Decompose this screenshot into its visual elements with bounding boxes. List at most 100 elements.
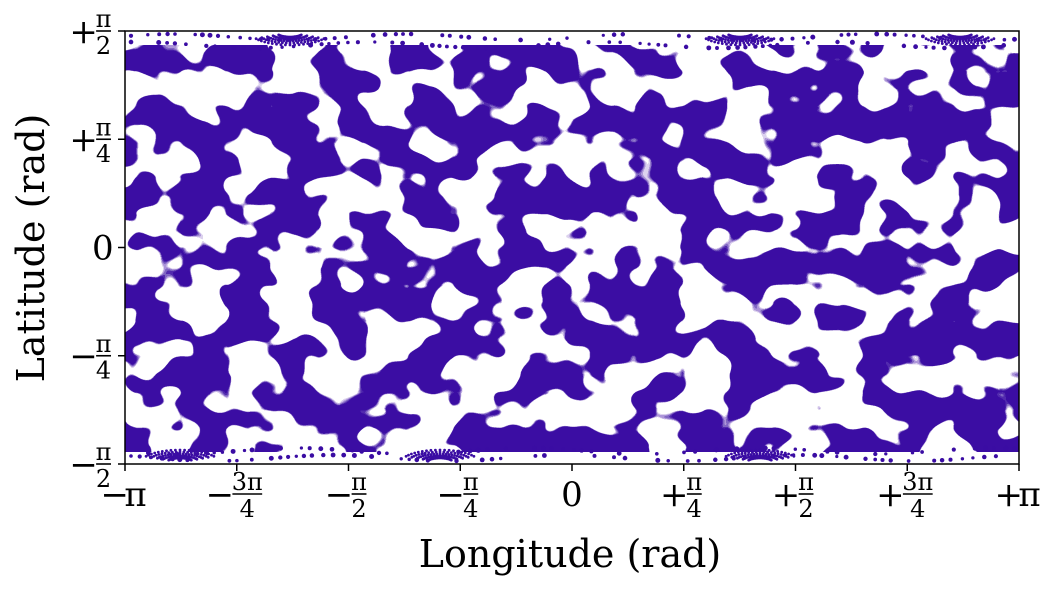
y-tick-numerator: π (96, 113, 112, 141)
x-tick-denominator: 4 (463, 495, 478, 523)
x-tick-label-8: +π (995, 475, 1041, 515)
polar-dot (262, 37, 266, 41)
polar-dot (704, 37, 708, 41)
polar-dot (185, 455, 189, 458)
polar-dot (1002, 37, 1007, 42)
polar-dot (873, 457, 878, 462)
polar-dot (931, 45, 936, 50)
x-tick-numerator: π (463, 468, 479, 496)
polar-dot (913, 44, 918, 50)
polar-dot (983, 445, 989, 451)
y-tick-label-3: −π4 (69, 330, 111, 385)
polar-dot (958, 37, 962, 41)
polar-dot (309, 453, 315, 458)
polar-dot (408, 31, 414, 37)
polar-dot (776, 452, 780, 456)
polar-dot (449, 451, 453, 454)
polar-dot (438, 448, 442, 452)
polar-dot (446, 450, 449, 454)
polar-dot (975, 37, 979, 41)
polar-dot (786, 455, 790, 459)
polar-dot (299, 33, 303, 37)
y-axis-label: Latitude (rad) (9, 114, 53, 383)
polar-dot (296, 41, 299, 45)
polar-dot (723, 456, 729, 462)
polar-dot (793, 447, 798, 451)
polar-dot (193, 32, 197, 37)
polar-dot (973, 40, 977, 44)
polar-dot (685, 459, 690, 463)
polar-dot (770, 38, 773, 42)
polar-dot (783, 451, 787, 455)
polar-dot (954, 37, 957, 41)
polar-dot (257, 38, 260, 42)
polar-dot (426, 453, 430, 457)
polar-dot (400, 40, 405, 46)
polar-dot (951, 41, 954, 45)
polar-dot (329, 446, 335, 452)
polar-dot (712, 37, 716, 41)
polar-dot (165, 449, 168, 453)
polar-dot (276, 38, 280, 42)
polar-dot (952, 39, 956, 43)
y-tick-label-2: 0 (92, 228, 114, 268)
polar-dot (924, 45, 928, 49)
polar-dot (192, 449, 195, 453)
polar-dot (282, 39, 286, 43)
polar-dot (288, 43, 292, 47)
polar-dot (532, 445, 537, 451)
polar-dot (972, 42, 975, 46)
polar-dot (420, 452, 424, 456)
polar-dot (183, 448, 187, 452)
polar-dot (425, 449, 428, 453)
polar-dot (1012, 446, 1017, 451)
polar-dot (302, 42, 305, 46)
polar-dot (940, 39, 944, 43)
polar-dot (749, 448, 753, 452)
x-tick-label-7: +3π4 (876, 468, 933, 523)
polar-dot (734, 43, 737, 47)
polar-dot (146, 33, 150, 37)
polar-dot (466, 455, 470, 459)
polar-dot (417, 453, 421, 456)
polar-dot (697, 458, 701, 463)
polar-dot (460, 450, 464, 454)
polar-dot (745, 449, 748, 453)
polar-dot (414, 453, 418, 457)
polar-dot (846, 32, 851, 37)
polar-dot (755, 34, 759, 38)
polar-dot (286, 454, 291, 459)
polar-dot (431, 455, 435, 458)
polar-dot (260, 39, 263, 43)
polar-dot (738, 41, 742, 45)
polar-dot (707, 38, 710, 42)
polar-dot (724, 38, 727, 41)
polar-dot (753, 40, 757, 44)
polar-dot (767, 448, 771, 452)
polar-dot (805, 40, 810, 45)
polar-dot (260, 446, 266, 452)
polar-dot (467, 452, 470, 456)
polar-dot (766, 450, 769, 454)
polar-dot (763, 40, 767, 44)
polar-dot (730, 452, 733, 456)
polar-dot (199, 32, 205, 38)
y-tick-numerator: π (96, 5, 112, 33)
polar-dot (963, 43, 966, 47)
polar-dot (281, 41, 284, 45)
polar-dot (616, 450, 622, 456)
y-axis-ticks: +π2+π40−π4−π2 (69, 5, 125, 493)
polar-dot (536, 43, 541, 48)
polar-dot (482, 36, 488, 41)
polar-dot (382, 32, 388, 37)
polar-dot (305, 34, 309, 38)
polar-dot (174, 454, 177, 458)
polar-dot (129, 454, 133, 458)
polar-dot (769, 458, 773, 462)
polar-dot (479, 457, 485, 463)
polar-dot (683, 44, 689, 50)
polar-dot (156, 40, 162, 45)
polar-dot (714, 38, 718, 42)
polar-dot (309, 39, 313, 42)
